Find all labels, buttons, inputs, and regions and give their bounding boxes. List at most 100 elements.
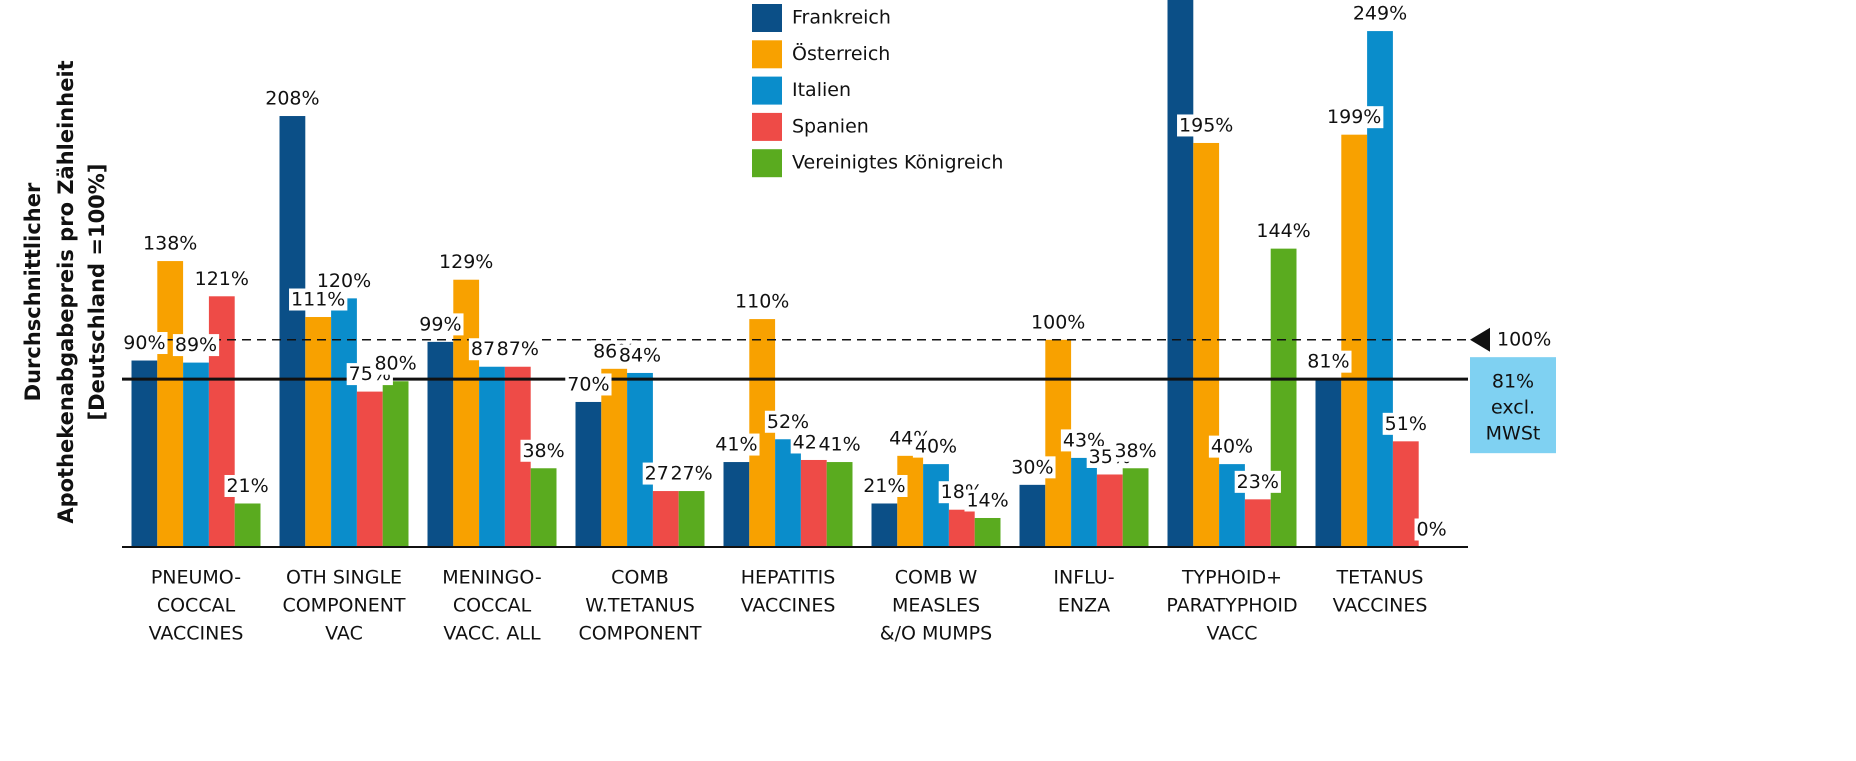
bar (1341, 134, 1368, 547)
value-label-bg (289, 288, 348, 311)
legend-swatch (752, 149, 782, 178)
value-label-bg (1112, 439, 1159, 462)
value-label: 38% (522, 440, 564, 462)
value-label-bg (912, 435, 960, 458)
value-label: 120% (317, 270, 371, 292)
value-label: 90% (123, 332, 165, 354)
value-label-bg (1234, 470, 1281, 493)
value-label: 81% (1307, 351, 1349, 373)
x-tick-label: VACCINES (741, 595, 836, 617)
value-label: 121% (195, 268, 249, 290)
value-label-bg (1029, 311, 1088, 334)
value-label-bg (1009, 456, 1056, 479)
bar (575, 401, 602, 547)
value-label-bg (494, 338, 541, 361)
x-tick-label: COMPONENT (282, 595, 405, 617)
value-label: 0% (1417, 519, 1447, 541)
value-label: 70% (567, 373, 609, 395)
bar (627, 372, 653, 547)
x-tick-label: COCCAL (453, 595, 532, 617)
bar (871, 503, 898, 547)
x-tick-label: PNEUMO- (151, 567, 241, 589)
value-label: 89% (175, 334, 217, 356)
x-tick-label: TYPHOID+ (1181, 567, 1282, 589)
value-label: 38% (1114, 440, 1156, 462)
value-label-bg (816, 433, 863, 456)
value-label: 41% (715, 434, 757, 456)
value-label-bg (437, 251, 496, 274)
reference-label: 100% (1497, 328, 1551, 350)
legend-swatch (752, 112, 782, 141)
x-tick-label: TETANUS (1336, 567, 1424, 589)
bar (749, 319, 776, 547)
bar (923, 464, 949, 547)
x-tick-label: COMB (611, 567, 669, 589)
bar (974, 517, 1001, 547)
x-tick-label: ENZA (1058, 595, 1110, 617)
y-axis-label: Durchschnittlicher (21, 182, 45, 401)
legend-label: Italien (792, 79, 851, 101)
value-label-bg (263, 87, 322, 110)
bar (1071, 457, 1097, 547)
value-label: 99% (419, 313, 461, 335)
value-label: 100% (1031, 311, 1085, 333)
value-label-bg (172, 334, 220, 357)
value-label-bg (1305, 350, 1352, 373)
bar (678, 491, 705, 547)
x-tick-label: HEPATITIS (741, 567, 836, 589)
value-label-bg (372, 352, 419, 375)
value-label: 27% (670, 463, 712, 485)
x-tick-label: MEASLES (892, 595, 980, 617)
x-tick-label: VACC. ALL (443, 623, 541, 645)
bar (331, 298, 357, 547)
value-label: 21% (226, 475, 268, 497)
value-label-bg (1060, 429, 1108, 452)
value-label-bg (192, 267, 251, 290)
value-label: 199% (1327, 106, 1381, 128)
bar (131, 360, 158, 547)
value-label: 144% (1256, 220, 1310, 242)
x-tick-label: VACCINES (1333, 595, 1428, 617)
bar (305, 317, 332, 547)
value-label: 129% (439, 251, 493, 273)
x-tick-label: W.TETANUS (585, 595, 695, 617)
bar (356, 391, 383, 547)
bar (1096, 474, 1123, 547)
reference-box (1470, 357, 1556, 454)
bar (601, 368, 628, 547)
value-label-bg (668, 462, 715, 485)
value-label-bg (764, 410, 812, 433)
reference-label: excl. (1491, 397, 1535, 419)
bar (382, 381, 409, 547)
value-label-bg (861, 474, 908, 497)
value-label: 30% (1011, 456, 1053, 478)
bar (723, 462, 750, 547)
legend-label: Spanien (792, 115, 869, 137)
bar (183, 362, 209, 547)
bar (897, 455, 924, 547)
reference-marker (1470, 327, 1490, 352)
value-label-bg (417, 313, 464, 336)
value-label: 80% (374, 353, 416, 375)
value-label: 52% (767, 411, 809, 433)
bar (775, 439, 801, 547)
legend-swatch (752, 76, 782, 105)
bar (157, 261, 184, 547)
value-label: 111% (291, 289, 345, 311)
bar (279, 116, 306, 547)
legend-swatch (752, 4, 782, 32)
value-label: 87% (497, 338, 539, 360)
value-label: 110% (735, 291, 789, 313)
value-label: 208% (265, 88, 319, 110)
bar (1122, 468, 1149, 547)
value-label: 43% (1063, 429, 1105, 451)
value-label: 84% (619, 344, 661, 366)
legend-label: Österreich (792, 42, 890, 65)
value-label: 14% (966, 489, 1008, 511)
y-axis-label: Apothekenabgabepreis pro Zähleinheit (54, 60, 78, 523)
value-label-bg (1414, 518, 1449, 541)
value-label: 41% (818, 434, 860, 456)
value-label: 23% (1237, 471, 1279, 493)
value-label: 249% (1353, 3, 1407, 25)
